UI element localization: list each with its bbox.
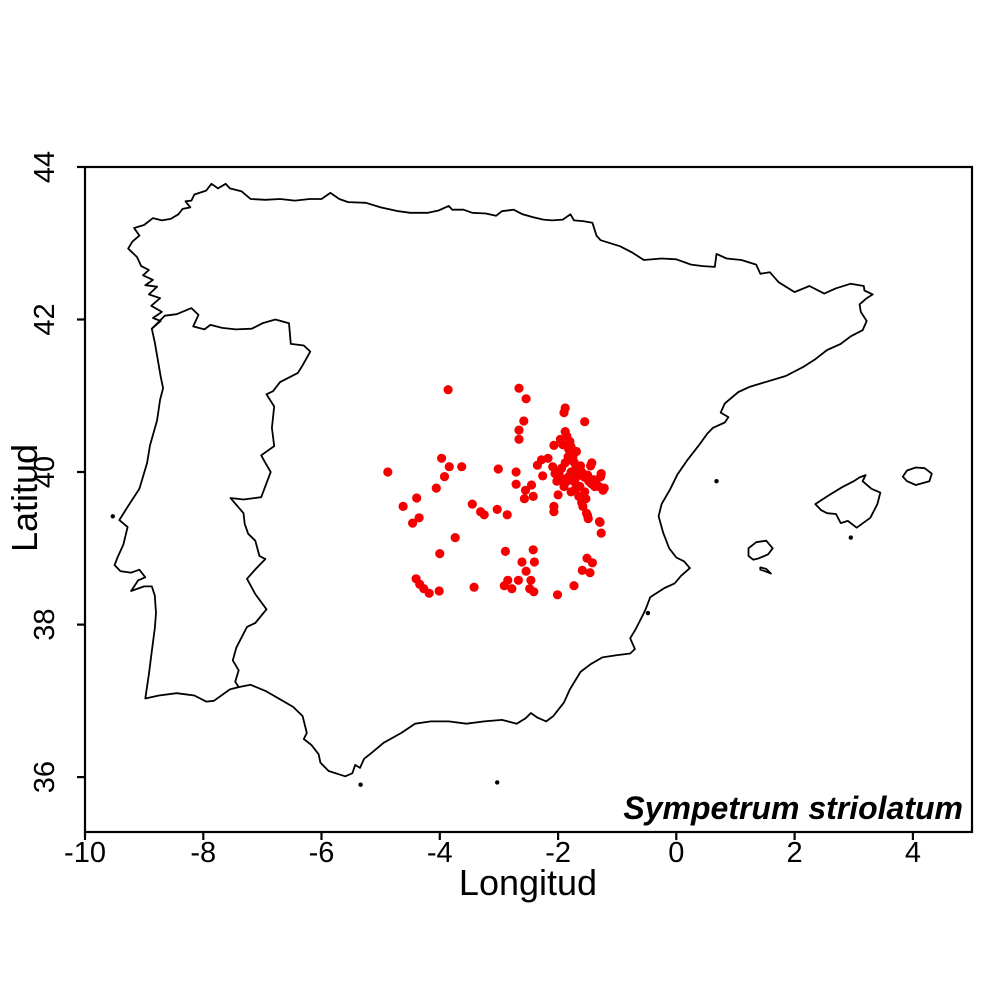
occurrence-point [585, 568, 595, 578]
occurrence-point [549, 440, 559, 450]
occurrence-point [548, 462, 558, 472]
x-axis-title: Longitud [458, 862, 598, 903]
occurrence-point [467, 499, 477, 509]
occurrence-point [596, 528, 606, 538]
occurrence-point [553, 490, 563, 500]
x-tick-label: -2 [545, 837, 571, 869]
occurrence-point [431, 483, 441, 493]
occurrence-point [435, 549, 445, 559]
occurrence-point [587, 558, 598, 568]
occurrence-point [598, 485, 608, 495]
occurrence-point [559, 481, 569, 492]
occurrence-point [499, 581, 509, 591]
occurrence-point [583, 514, 593, 524]
x-tick-label: -4 [427, 837, 453, 869]
occurrence-point [529, 587, 539, 597]
occurrence-point [398, 501, 408, 511]
occurrence-point [439, 472, 450, 482]
occurrence-point [577, 565, 587, 576]
occurrence-point [519, 416, 529, 426]
occurrence-point [511, 467, 521, 477]
occurrence-point [543, 453, 553, 463]
occurrence-point [408, 518, 418, 528]
occurrence-point [424, 588, 434, 598]
y-tick-label: 38 [29, 608, 61, 640]
y-tick-label: 40 [29, 456, 61, 488]
occurrence-point [528, 545, 538, 555]
x-tick-label: 0 [668, 837, 684, 869]
y-tick-label: 36 [29, 761, 61, 793]
occurrence-point [529, 557, 540, 567]
occurrence-point [538, 471, 548, 481]
x-tick-label: 2 [787, 837, 803, 869]
island-ibiza [747, 539, 774, 561]
portugal-spain-border [150, 307, 312, 688]
occurrence-point [514, 434, 524, 444]
occurrence-point [437, 453, 447, 463]
occurrence-point [526, 480, 537, 490]
islet [848, 535, 853, 540]
islet [358, 782, 363, 787]
occurrence-point [434, 586, 444, 596]
x-tick-label: -8 [190, 837, 216, 869]
occurrence-point [580, 417, 590, 427]
occurrence-point [552, 476, 562, 486]
occurrence-point [552, 590, 563, 600]
occurrence-point [383, 467, 393, 477]
island-menorca [901, 466, 933, 486]
x-tick-label: -10 [64, 837, 106, 869]
occurrence-point [412, 493, 422, 503]
occurrence-point [507, 584, 517, 594]
occurrence-point [479, 510, 489, 520]
occurrence-point [502, 510, 512, 520]
occurrence-point [513, 575, 524, 585]
plot-border [83, 165, 974, 834]
occurrence-point [559, 408, 569, 418]
y-axis-title: Latitud [4, 443, 45, 553]
occurrence-point [517, 557, 527, 567]
y-tick-label: 44 [29, 151, 61, 183]
occurrence-point [519, 494, 530, 504]
y-tick-label: 42 [29, 303, 61, 335]
islet [645, 610, 651, 616]
occurrence-point [450, 533, 460, 543]
occurrence-point [532, 460, 543, 470]
occurrence-point [521, 394, 531, 404]
occurrence-point [558, 440, 568, 450]
occurrence-point [492, 504, 502, 514]
occurrence-point [511, 479, 521, 489]
occurrence-point [595, 517, 605, 528]
species-label: Sympetrum striolatum [623, 790, 963, 826]
occurrence-point [514, 425, 524, 435]
occurrence-point [457, 462, 467, 472]
occurrence-point [578, 501, 588, 511]
occurrence-point [444, 462, 454, 472]
occurrence-point [526, 575, 536, 585]
occurrence-point [514, 383, 524, 393]
occurrence-point [500, 546, 510, 557]
occurrence-point [520, 485, 531, 495]
x-tick-label: 4 [905, 837, 921, 869]
x-tick-label: -6 [309, 837, 335, 869]
occurrence-point [493, 464, 503, 474]
occurrence-point [443, 385, 453, 395]
occurrence-point [528, 491, 538, 501]
occurrence-point [565, 436, 575, 447]
occurrence-point [569, 581, 579, 591]
islet [495, 780, 500, 785]
occurrence-point [586, 461, 596, 471]
island-mallorca [814, 474, 882, 529]
islet [110, 514, 116, 519]
occurrence-point [521, 566, 531, 576]
islet [714, 479, 719, 484]
island-formentera [759, 566, 772, 575]
iberia-coastline [113, 182, 874, 778]
occurrence-point [469, 582, 479, 592]
occurrence-point [414, 513, 424, 523]
occurrence-point [549, 507, 559, 517]
occurrence-point [571, 484, 581, 494]
